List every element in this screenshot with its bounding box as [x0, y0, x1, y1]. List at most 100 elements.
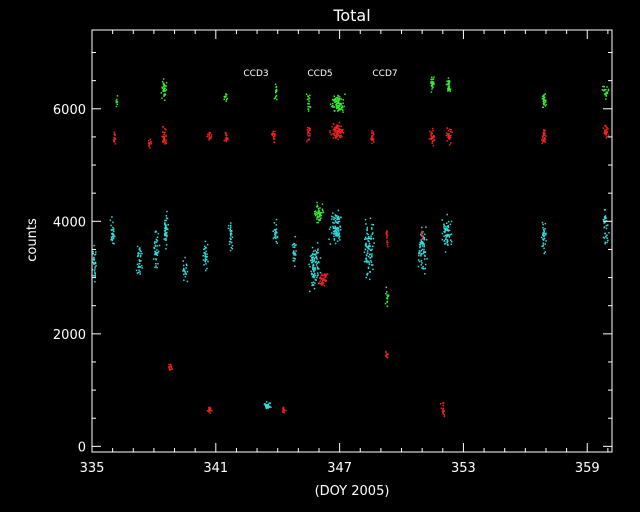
data-point — [331, 215, 333, 218]
data-point — [421, 241, 424, 243]
data-point — [317, 212, 320, 214]
data-point — [542, 227, 544, 229]
data-point — [162, 141, 165, 143]
data-point — [136, 245, 139, 248]
data-point — [447, 88, 449, 90]
data-point — [341, 135, 343, 138]
data-point — [205, 256, 207, 258]
chart-title: Total — [332, 6, 370, 25]
data-point — [165, 227, 167, 229]
data-point — [419, 243, 422, 245]
data-point — [333, 239, 336, 241]
data-point — [267, 406, 269, 408]
data-point — [211, 410, 213, 412]
data-point — [544, 234, 547, 236]
x-tick-label: 359 — [575, 461, 600, 476]
data-point — [443, 410, 445, 412]
data-point — [542, 140, 544, 143]
data-point — [163, 136, 165, 138]
data-point — [139, 255, 142, 258]
data-point — [446, 241, 448, 243]
data-point — [605, 98, 607, 100]
data-point — [544, 243, 546, 245]
data-point — [332, 128, 335, 131]
data-point — [340, 216, 342, 219]
data-point — [276, 235, 279, 238]
data-point — [204, 240, 207, 243]
data-point — [431, 76, 433, 79]
data-point — [336, 127, 338, 129]
data-point — [338, 235, 341, 238]
data-point — [319, 212, 321, 215]
data-point — [148, 139, 150, 142]
data-point — [265, 407, 267, 409]
data-point — [432, 83, 434, 86]
data-point — [334, 100, 337, 103]
data-point — [148, 143, 150, 145]
data-point — [442, 402, 444, 405]
data-point — [111, 216, 113, 218]
data-point — [366, 246, 368, 248]
data-point — [449, 234, 451, 236]
data-point — [307, 95, 310, 98]
data-point — [319, 271, 322, 274]
data-point — [274, 130, 276, 133]
data-point — [333, 134, 336, 136]
data-point — [337, 229, 339, 231]
data-point — [292, 260, 295, 262]
data-point — [421, 231, 423, 233]
data-point — [441, 219, 443, 221]
data-point — [115, 100, 118, 103]
data-point — [164, 239, 167, 241]
data-point — [225, 140, 227, 142]
axes: 335 341 347 353 359 0 2000 4000 6000 — [53, 29, 613, 476]
data-point — [157, 263, 159, 265]
data-point — [425, 239, 428, 241]
data-point — [369, 256, 372, 259]
data-point — [225, 100, 227, 103]
data-point — [165, 85, 167, 87]
data-point — [602, 236, 605, 239]
data-point — [226, 97, 229, 100]
data-point — [543, 237, 546, 240]
data-point — [272, 237, 275, 240]
data-point — [154, 250, 156, 253]
data-point — [431, 142, 433, 144]
data-point — [446, 140, 448, 142]
data-point — [450, 243, 453, 245]
data-point — [164, 85, 166, 87]
data-point — [153, 253, 156, 256]
data-point — [184, 275, 187, 278]
data-point — [604, 242, 606, 245]
data-point — [208, 408, 210, 411]
data-point — [93, 244, 95, 247]
data-point — [369, 278, 371, 281]
data-point — [367, 247, 370, 249]
x-tick-label: 353 — [451, 461, 476, 476]
data-point — [226, 134, 228, 137]
data-point — [339, 136, 341, 138]
data-point — [313, 277, 315, 279]
plot-frame — [91, 29, 613, 453]
data-point — [372, 224, 375, 226]
data-point — [370, 259, 372, 262]
data-point — [223, 139, 225, 142]
data-point — [322, 282, 324, 285]
data-point — [337, 97, 340, 100]
data-point — [312, 267, 315, 269]
data-point — [430, 91, 433, 93]
data-point — [294, 257, 296, 260]
data-point — [169, 369, 171, 371]
data-point — [372, 245, 374, 247]
data-point — [316, 272, 319, 274]
data-point — [314, 256, 317, 259]
data-point — [307, 126, 309, 129]
data-point — [544, 141, 546, 143]
data-point — [323, 274, 325, 276]
data-point — [337, 107, 340, 109]
data-point — [334, 214, 337, 216]
data-point — [163, 137, 165, 139]
data-point — [333, 238, 336, 240]
data-point — [605, 94, 607, 96]
data-point — [114, 134, 116, 137]
